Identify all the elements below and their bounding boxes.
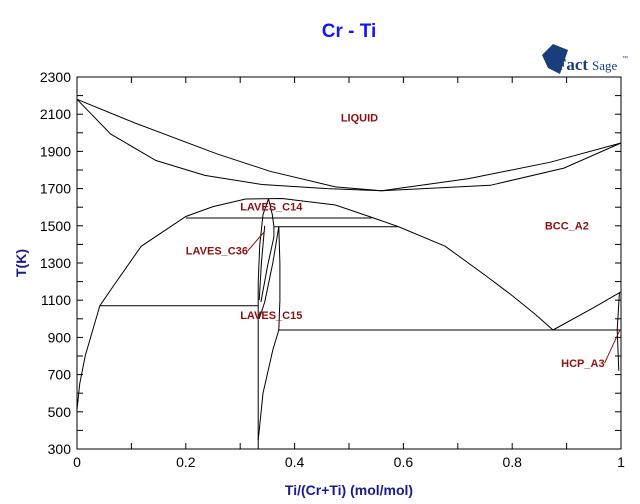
axis-ticks	[76, 76, 622, 450]
region-label-liquid: LIQUID	[341, 113, 378, 125]
boundary-laves-c14-right	[268, 198, 275, 237]
y-axis-label: T(K)	[13, 249, 29, 277]
y-tick-label: 1300	[40, 255, 71, 271]
leader-line	[604, 329, 621, 364]
x-axis-label: Ti/(Cr+Ti) (mol/mol)	[285, 482, 413, 498]
y-tick-label: 1100	[41, 292, 71, 308]
x-tick-label: 0.2	[176, 454, 196, 470]
svg-text:™: ™	[622, 55, 628, 62]
y-tick-label: 900	[48, 329, 72, 345]
factsage-logo: Fact Sage ™	[542, 44, 628, 74]
boundary-solidus	[76, 98, 622, 192]
leader-line	[247, 231, 266, 251]
y-tick-label: 500	[48, 404, 72, 420]
x-tick-labels: 0 0.2 0.4 0.6 0.8 1	[73, 454, 625, 470]
boundary-laves-left	[257, 198, 269, 449]
x-tick-label: 0.6	[394, 454, 414, 470]
boundary-laves-c15-lower	[257, 329, 280, 441]
boundary-laves-c36-b	[260, 236, 275, 303]
x-tick-label: 1	[617, 454, 625, 470]
boundary-laves-c36-a	[258, 225, 266, 301]
x-tick-label: 0	[73, 454, 81, 470]
chart-title: Cr - Ti	[322, 21, 377, 42]
y-tick-label: 2300	[40, 69, 71, 85]
boundary-laves-c15-left	[258, 226, 280, 319]
y-tick-label: 1900	[40, 143, 71, 159]
region-labels: LIQUID BCC_A2 LAVES_C14 LAVES_C36 LAVES_C15 H…	[186, 113, 621, 370]
region-label-hcp-a3: HCP_A3	[561, 358, 604, 370]
y-tick-label: 1500	[40, 218, 71, 234]
x-tick-label: 0.8	[502, 454, 522, 470]
y-tick-label: 2100	[40, 106, 71, 122]
region-label-laves-c14: LAVES_C14	[240, 201, 303, 213]
svg-text:Fact: Fact	[556, 55, 588, 74]
y-tick-label: 700	[48, 367, 72, 383]
boundary-laves-c15-right	[278, 226, 281, 331]
y-tick-label: 1700	[40, 181, 71, 197]
region-label-bcc-a2: BCC_A2	[545, 221, 589, 233]
region-label-laves-c15: LAVES_C15	[240, 310, 302, 322]
plot-frame	[76, 76, 622, 450]
y-tick-labels: 300 500 700 900 1100 1300 1500 1700 1900 2100 2300	[40, 69, 71, 457]
phase-boundaries	[76, 98, 622, 449]
y-tick-label: 300	[48, 441, 72, 457]
x-tick-label: 0.4	[285, 454, 305, 470]
boundary-miscibility-gap	[76, 197, 554, 410]
boundary-bcc-hcp-boundary	[552, 291, 622, 331]
svg-text:Sage: Sage	[592, 58, 618, 73]
region-label-laves-c36: LAVES_C36	[186, 246, 248, 258]
boundary-liquidus	[76, 98, 622, 192]
boundary-hcp-left	[616, 292, 620, 371]
